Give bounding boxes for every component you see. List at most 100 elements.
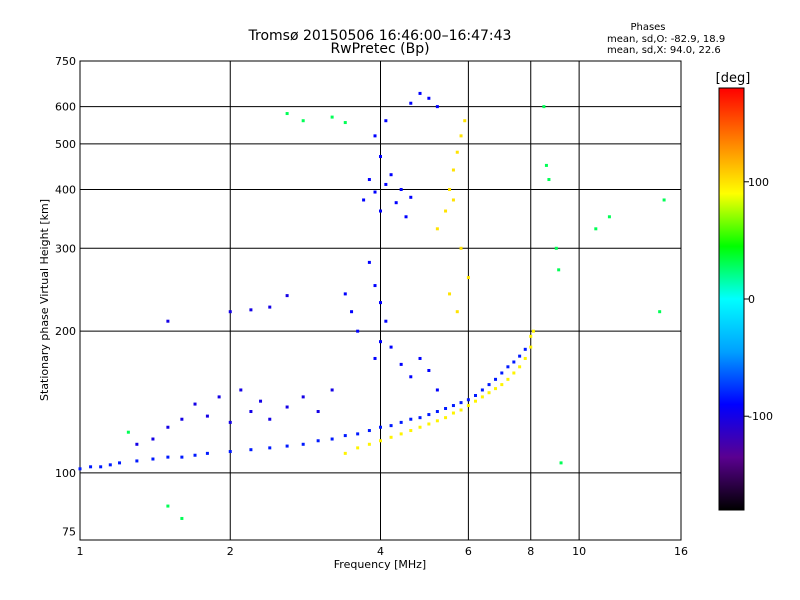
data-point [228,310,232,314]
data-point [409,375,413,379]
data-point [451,198,455,202]
data-point [259,399,263,403]
colorbar: [deg] 100 0 -100 [716,71,773,511]
data-point [444,407,448,411]
x-tick-label: 16 [674,545,688,558]
data-point [494,377,498,381]
data-point [316,410,320,414]
data-point [506,377,510,381]
data-point [512,360,516,364]
data-point [301,119,305,123]
data-point [529,345,533,349]
data-point [330,437,334,441]
data-point [384,319,388,323]
x-tick-label: 10 [572,545,586,558]
data-point [126,430,130,434]
data-point [480,388,484,392]
data-point [239,388,243,392]
data-point [135,459,139,463]
data-point [506,365,510,369]
data-point [557,268,561,272]
data-point [379,209,382,213]
data-point [547,178,551,182]
data-point [418,425,422,429]
data-point [518,354,522,358]
data-point [418,416,422,420]
data-point [523,347,527,351]
data-point [473,399,477,403]
data-point [451,168,455,172]
data-point [89,465,93,469]
data-point [193,453,197,457]
data-point [399,187,403,191]
phase-info-x: mean, sd,X: 94.0, 22.6 [607,45,721,56]
data-point [362,198,366,202]
colorbar-tick-label: 100 [748,176,769,189]
data-point [249,308,253,312]
data-point [399,362,403,366]
chart-title: Tromsø 20150506 16:46:00–16:47:43 [248,28,512,44]
plot-area: 1 2 4 6 8 10 16 75 100 200 300 400 500 600 750 [55,55,688,558]
data-point [367,429,371,433]
x-tick-label: 6 [465,545,472,558]
data-point [373,190,377,194]
data-point [330,388,334,392]
y-tick-label: 100 [55,467,76,480]
data-point [268,446,272,450]
x-axis-label: Frequency [MHz] [334,558,426,571]
data-point [193,402,197,406]
data-point [205,414,209,418]
data-point [180,417,184,421]
data-point [409,101,413,105]
data-point [427,413,431,417]
data-point [367,442,371,446]
data-point [444,209,448,213]
data-point [554,246,558,250]
data-point [151,457,155,461]
data-point [285,405,289,409]
colorbar-tick-label: -100 [748,410,773,423]
data-point [205,451,209,455]
data-point [166,425,170,429]
data-point [459,401,463,405]
data-point [529,334,533,338]
data-point [455,150,459,154]
data-point [435,227,439,231]
data-point [350,310,354,314]
data-point [607,215,611,219]
data-point [384,119,388,123]
data-point [559,461,563,465]
data-point [285,294,289,298]
data-point [249,448,253,452]
colorbar-label: [deg] [716,71,751,86]
data-point [301,395,305,399]
data-point [384,182,388,186]
x-tick-label: 8 [527,545,534,558]
data-point [268,305,272,309]
data-point [518,365,522,369]
phase-info-o: mean, sd,O: -82.9, 18.9 [607,34,725,45]
data-point [500,383,504,387]
data-point [448,187,452,191]
data-point [356,329,360,333]
data-point [316,439,320,443]
data-point [389,173,393,177]
data-point [367,178,371,182]
x-tick-label: 2 [227,545,234,558]
data-point [379,301,382,305]
y-axis-label: Stationary phase Virtual Height [km] [38,199,51,401]
data-point [544,163,548,167]
data-point [151,437,155,441]
data-point [658,310,662,314]
data-point [330,115,334,119]
data-point [542,105,546,109]
data-point [512,371,516,375]
data-point [466,276,470,280]
colorbar-gradient [718,87,745,511]
data-point [399,420,403,424]
data-point [180,455,184,459]
data-point [399,432,403,436]
data-point [166,319,170,323]
y-tick-label: 500 [55,138,76,151]
